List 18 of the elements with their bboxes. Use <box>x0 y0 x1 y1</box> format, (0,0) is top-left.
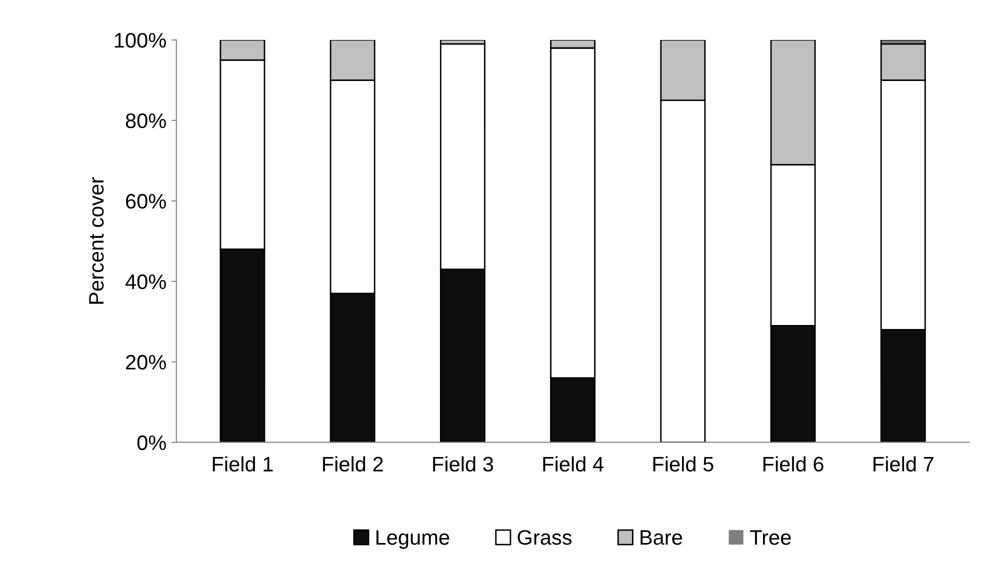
y-tick-label: 40% <box>125 274 166 290</box>
x-tick-label: Field 1 <box>212 456 273 472</box>
y-tick-label: 0% <box>137 435 166 450</box>
x-tick-label: Field 2 <box>323 456 383 472</box>
x-tick-label: Field 7 <box>874 456 934 472</box>
y-tick-label: 100% <box>114 32 166 48</box>
x-tick-label: Field 6 <box>763 456 824 472</box>
y-axis-title: Percent cover <box>89 177 104 304</box>
legend-label: Grass <box>518 530 572 545</box>
legend-label: Legume <box>376 530 450 549</box>
y-tick-label: 60% <box>126 194 166 209</box>
y-tick-label: 20% <box>126 354 166 370</box>
x-tick-label: Field 3 <box>433 456 494 472</box>
legend-label: Tree <box>750 530 791 545</box>
legend-label: Bare <box>640 530 682 545</box>
x-tick-label: Field 5 <box>653 456 714 472</box>
x-tick-label: Field 4 <box>543 456 604 472</box>
y-tick-label: 80% <box>126 113 166 128</box>
